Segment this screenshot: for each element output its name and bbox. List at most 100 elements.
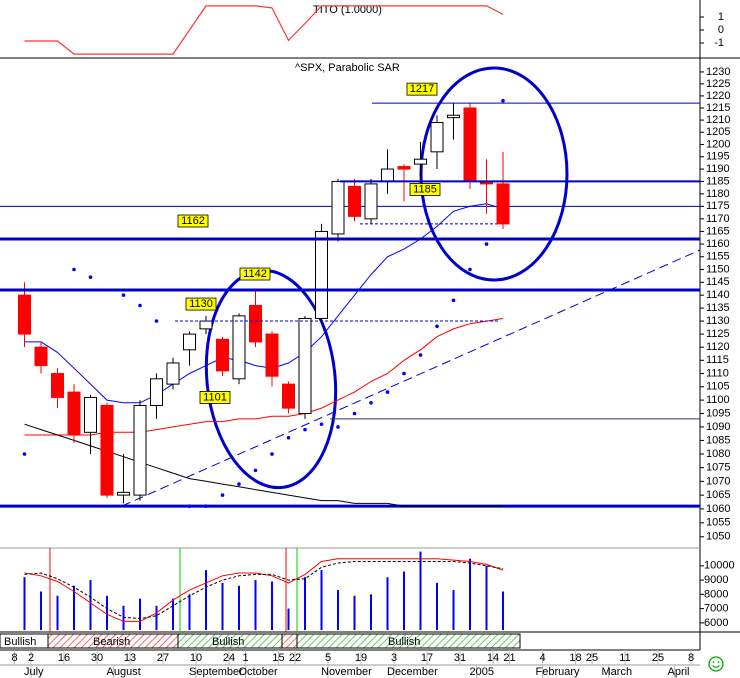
x-tick-label: 13 bbox=[124, 652, 136, 664]
candle-body bbox=[133, 404, 147, 496]
y-tick-label: 1055 bbox=[706, 517, 730, 529]
sar-dot bbox=[385, 390, 390, 394]
candle-body bbox=[232, 315, 246, 380]
tito-title: TITO (1.0000) bbox=[313, 4, 382, 16]
tito-line bbox=[24, 5, 504, 55]
regime-label: Bullish bbox=[212, 636, 244, 648]
sar-dot bbox=[451, 298, 456, 303]
volume-bar bbox=[287, 608, 290, 630]
x-tick-label: 25 bbox=[652, 652, 664, 664]
volume-bar bbox=[139, 598, 141, 630]
sar-dot bbox=[286, 435, 291, 440]
y-tick-label: 1105 bbox=[706, 381, 730, 393]
candle-body bbox=[397, 166, 411, 170]
volume-bar bbox=[320, 570, 323, 630]
y-tick-label: 1100 bbox=[706, 394, 730, 406]
y-tick-label: 1050 bbox=[706, 531, 730, 543]
level-label: 1162 bbox=[181, 215, 205, 227]
sar-dot bbox=[468, 267, 472, 272]
volume-bar bbox=[205, 570, 207, 630]
volume-bar bbox=[436, 582, 438, 630]
y-tick-label: 0 bbox=[718, 24, 724, 36]
y-tick-label: 1135 bbox=[706, 302, 730, 314]
volume-bar bbox=[469, 558, 471, 630]
candle-body bbox=[150, 378, 163, 406]
level-label: 1142 bbox=[243, 268, 267, 280]
candle-body bbox=[381, 168, 394, 182]
month-label: February bbox=[536, 666, 581, 678]
x-tick-label: 8 bbox=[688, 652, 694, 664]
level-label: 1217 bbox=[410, 83, 434, 95]
price-title: ^SPX, Parabolic SAR bbox=[295, 62, 400, 74]
y-tick-label: 1150 bbox=[706, 263, 730, 275]
level-label-box bbox=[239, 267, 271, 281]
y-tick-label: 6000 bbox=[704, 617, 728, 629]
candle-body bbox=[265, 333, 279, 377]
sar-dot bbox=[138, 303, 142, 308]
x-tick-label: 2 bbox=[28, 652, 34, 664]
y-tick-label: 1215 bbox=[706, 102, 730, 114]
month-label: December bbox=[387, 666, 438, 678]
x-tick-label: 30 bbox=[91, 652, 103, 664]
y-tick-label: 1205 bbox=[706, 126, 730, 138]
y-tick-label: 1140 bbox=[706, 289, 730, 301]
candle-body bbox=[100, 404, 114, 496]
y-tick-label: 1070 bbox=[706, 475, 730, 487]
moving-average bbox=[24, 203, 504, 404]
x-tick-label: 19 bbox=[355, 652, 367, 664]
month-label: October bbox=[239, 666, 278, 678]
x-tick-label: 17 bbox=[421, 652, 433, 664]
sar-dot bbox=[369, 400, 373, 405]
x-tick-label: 8 bbox=[11, 652, 17, 664]
x-tick-label: 15 bbox=[272, 652, 284, 664]
level-label-box bbox=[185, 297, 217, 311]
candle-body bbox=[51, 373, 64, 398]
candle-body bbox=[298, 317, 312, 414]
sar-dot bbox=[88, 275, 93, 279]
x-tick-label: 3 bbox=[391, 652, 397, 664]
y-tick-label: 1145 bbox=[706, 276, 730, 288]
oscillator-line bbox=[24, 561, 504, 620]
x-tick-label: 1 bbox=[242, 652, 248, 664]
sar-dot bbox=[121, 293, 126, 297]
y-tick-label: 1165 bbox=[706, 225, 730, 237]
candle-body bbox=[364, 183, 378, 220]
volume-bar bbox=[221, 582, 224, 630]
volume-bar bbox=[122, 605, 125, 630]
y-tick-label: 1110 bbox=[706, 367, 729, 379]
volume-bar bbox=[419, 551, 422, 630]
candle-body bbox=[117, 491, 130, 496]
month-label: 2005 bbox=[470, 666, 494, 678]
y-tick-label: 1125 bbox=[706, 328, 730, 340]
sar-dot bbox=[435, 324, 439, 329]
volume-bar bbox=[23, 577, 26, 630]
sar-dot bbox=[418, 353, 423, 357]
y-tick-label: 1080 bbox=[706, 448, 730, 460]
volume-bar bbox=[304, 577, 306, 630]
volume-bar bbox=[106, 595, 108, 630]
candle-body bbox=[282, 383, 295, 409]
y-tick-label: 1155 bbox=[706, 251, 730, 263]
y-tick-label: 1065 bbox=[706, 489, 730, 501]
candle-body bbox=[183, 333, 196, 351]
volume-bar bbox=[271, 581, 273, 630]
candle-body bbox=[496, 183, 510, 225]
x-tick-label: 21 bbox=[503, 652, 515, 664]
y-tick-label: 1185 bbox=[706, 175, 730, 187]
sar-dot bbox=[336, 425, 340, 429]
volume-bar bbox=[353, 595, 356, 630]
volume-bar bbox=[403, 571, 405, 630]
volume-bar bbox=[40, 591, 42, 630]
x-tick-label: 4 bbox=[539, 652, 545, 664]
volume-bar bbox=[254, 580, 257, 630]
candle-body bbox=[84, 396, 97, 433]
candle-body bbox=[414, 158, 427, 165]
sar-dot bbox=[352, 411, 357, 416]
volume-bar bbox=[89, 580, 92, 630]
y-tick-label: 9000 bbox=[704, 574, 728, 586]
x-tick-label: 31 bbox=[454, 652, 466, 664]
volume-bar bbox=[370, 594, 372, 630]
x-tick-label: 27 bbox=[157, 652, 169, 664]
